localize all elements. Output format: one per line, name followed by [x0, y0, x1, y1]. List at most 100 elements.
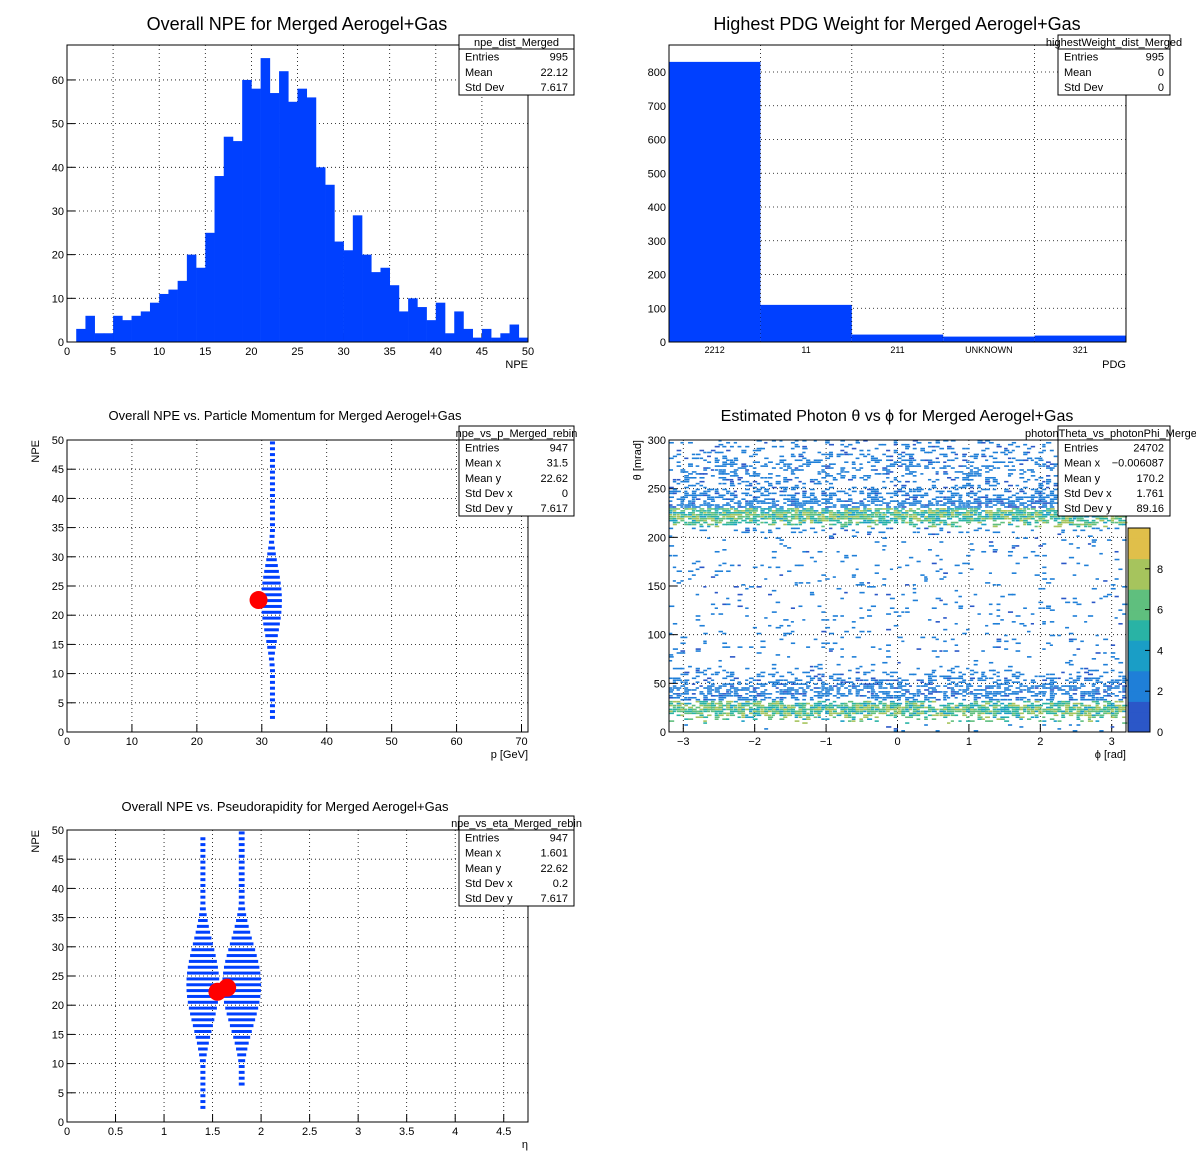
heatmap-cell	[790, 498, 797, 500]
heatmap-cell	[874, 469, 878, 471]
heatmap-cell	[920, 447, 925, 450]
heatmap-cell	[806, 716, 811, 719]
heatmap-cell	[882, 519, 888, 522]
heatmap-cell	[939, 453, 944, 456]
heatmap-cell	[813, 704, 818, 707]
heatmap-cell	[1023, 512, 1027, 514]
heatmap-cell	[688, 494, 693, 497]
heatmap-cell	[1091, 710, 1098, 713]
heatmap-cell	[771, 663, 777, 666]
heatmap-cell	[1026, 521, 1032, 524]
heatmap-cell	[889, 712, 894, 715]
heatmap-cell	[1000, 683, 1004, 685]
heatmap-cell	[1042, 445, 1046, 448]
heatmap-cell	[1106, 593, 1113, 596]
heatmap-cell	[756, 502, 760, 504]
heatmap-cell	[1007, 506, 1012, 508]
heatmap-cell	[729, 710, 735, 713]
heatmap-cell	[752, 506, 757, 508]
x-axis-label: PDG	[1102, 359, 1126, 371]
heatmap-cell	[688, 500, 692, 502]
heatmap-cell	[703, 702, 707, 705]
heatmap-cell	[966, 494, 970, 497]
heatmap-cell	[1110, 710, 1114, 713]
heatmap-cell	[684, 486, 689, 489]
heatmap-cell	[710, 702, 715, 705]
x-tick-label: 4	[452, 1126, 458, 1138]
heatmap-cell	[973, 593, 978, 596]
heatmap-cell	[684, 475, 689, 477]
heatmap-cell	[828, 506, 833, 508]
heatmap-cell	[1053, 488, 1059, 491]
heatmap-cell	[787, 519, 793, 522]
distribution-bin	[231, 936, 252, 940]
heatmap-cell	[943, 677, 948, 680]
heatmap-cell	[821, 611, 826, 613]
heatmap-cell	[950, 667, 955, 670]
heatmap-cell	[825, 687, 829, 689]
heatmap-cell	[1011, 593, 1016, 596]
heatmap-cell	[790, 708, 795, 711]
heatmap-cell	[1049, 704, 1054, 707]
heatmap-cell	[783, 706, 788, 709]
heatmap-cell	[1034, 502, 1040, 504]
heatmap-cell	[1091, 601, 1096, 604]
distribution-bin	[200, 895, 206, 899]
heatmap-cell	[718, 519, 724, 522]
heatmap-cell	[905, 704, 910, 707]
heatmap-cell	[794, 467, 799, 469]
heatmap-cell	[802, 510, 807, 512]
heatmap-cell	[703, 490, 707, 493]
heatmap-cell	[1023, 502, 1027, 504]
stats-row-value: 1.601	[540, 848, 568, 860]
heatmap-cell	[771, 681, 778, 683]
heatmap-cell	[1015, 506, 1020, 508]
heatmap-cell	[768, 484, 773, 487]
heatmap-cell	[828, 689, 834, 691]
heatmap-cell	[1000, 517, 1005, 520]
heatmap-cell	[1106, 706, 1111, 709]
heatmap-cell	[1049, 695, 1055, 697]
heatmap-cell	[825, 704, 830, 707]
heatmap-cell	[809, 593, 815, 596]
heatmap-cell	[1042, 724, 1047, 726]
heatmap-cell	[958, 512, 964, 514]
heatmap-cell	[798, 531, 803, 534]
heatmap-cell	[703, 521, 708, 524]
heatmap-cell	[931, 710, 937, 713]
heatmap-cell	[859, 584, 865, 586]
heatmap-cell	[726, 708, 732, 711]
heatmap-cell	[1019, 706, 1024, 709]
heatmap-cell	[760, 706, 766, 709]
heatmap-cell	[817, 673, 821, 676]
heatmap-cell	[787, 467, 792, 469]
heatmap-cell	[794, 508, 800, 510]
heatmap-cell	[699, 515, 704, 518]
heatmap-cell	[916, 685, 920, 687]
heatmap-cell	[958, 508, 963, 510]
heatmap-cell	[973, 513, 977, 516]
heatmap-cell	[832, 685, 838, 687]
heatmap-cell	[710, 519, 716, 522]
heatmap-cell	[897, 677, 902, 680]
heatmap-cell	[802, 517, 807, 520]
heatmap-cell	[897, 702, 903, 705]
y-tick-label: 700	[648, 101, 666, 113]
heatmap-cell	[775, 702, 780, 705]
heatmap-cell	[847, 443, 853, 446]
heatmap-cell	[771, 515, 777, 518]
heatmap-cell	[920, 504, 924, 506]
heatmap-cell	[1114, 681, 1120, 683]
heatmap-cell	[969, 486, 974, 489]
heatmap-cell	[924, 515, 930, 518]
heatmap-cell	[943, 698, 947, 701]
heatmap-cell	[859, 695, 865, 697]
heatmap-cell	[1026, 523, 1032, 526]
heatmap-cell	[954, 710, 959, 713]
heatmap-cell	[912, 584, 916, 586]
heatmap-cell	[691, 492, 697, 495]
heatmap-cell	[821, 646, 826, 648]
heatmap-cell	[1015, 671, 1021, 674]
heatmap-cell	[851, 718, 856, 720]
heatmap-cell	[737, 510, 743, 512]
